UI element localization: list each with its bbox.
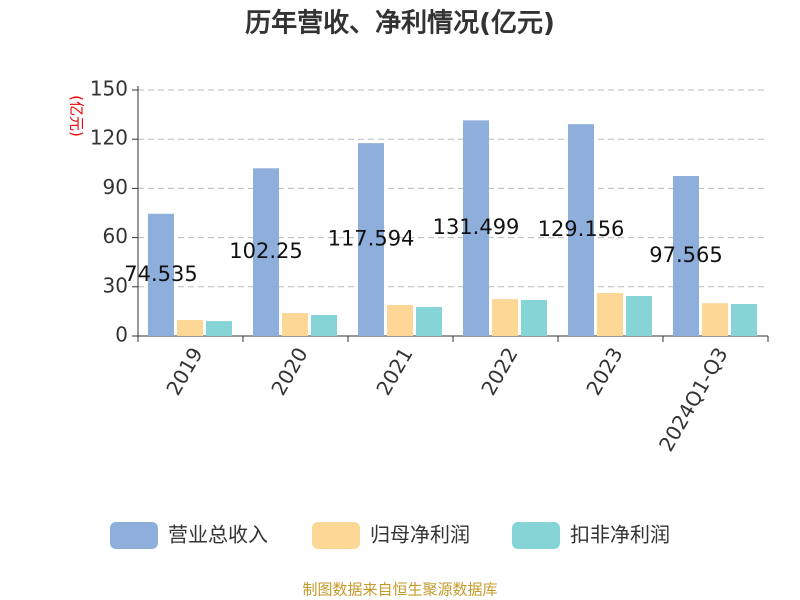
bar [311, 315, 337, 336]
legend-swatch [312, 522, 360, 549]
x-tick-label: 2020 [266, 343, 312, 399]
x-tick-label: 2024Q1-Q3 [654, 343, 733, 455]
y-tick-label: 0 [115, 323, 128, 347]
bar [358, 143, 384, 336]
y-tick-label: 60 [103, 224, 128, 248]
x-tick-label: 2023 [581, 343, 627, 399]
legend-swatch [512, 522, 560, 549]
data-label: 102.25 [229, 239, 302, 263]
bar [387, 305, 413, 336]
legend-swatch [110, 522, 158, 549]
bar [282, 313, 308, 336]
data-label: 131.499 [433, 215, 520, 239]
y-tick-label: 30 [103, 273, 128, 297]
y-tick-label: 120 [90, 126, 128, 150]
bar [206, 321, 232, 336]
y-tick-label: 150 [90, 77, 128, 101]
bar [702, 303, 728, 336]
bar [731, 304, 757, 336]
x-tick-label: 2021 [371, 343, 417, 399]
bar [416, 306, 442, 336]
x-tick-label: 2022 [476, 343, 522, 399]
data-label: 117.594 [328, 227, 415, 251]
source-note: 制图数据来自恒生聚源数据库 [302, 581, 497, 599]
data-label: 74.535 [124, 262, 197, 286]
bar [673, 175, 699, 336]
bar [568, 124, 594, 336]
legend-label: 归母净利润 [370, 523, 470, 547]
bar [597, 293, 623, 336]
bar [492, 299, 518, 336]
y-axis-label: (亿元) [68, 95, 86, 137]
x-tick-label: 2019 [161, 343, 207, 399]
bar [253, 168, 279, 336]
y-tick-label: 90 [103, 175, 128, 199]
chart-title: 历年营收、净利情况(亿元) [245, 8, 555, 39]
bar [177, 319, 203, 336]
legend-label: 营业总收入 [168, 523, 268, 547]
bar [148, 213, 174, 336]
legend-label: 扣非净利润 [570, 523, 670, 547]
bar [626, 295, 652, 336]
data-label: 129.156 [538, 217, 625, 241]
bar [463, 120, 489, 336]
bar [521, 299, 547, 336]
data-label: 97.565 [649, 243, 722, 267]
